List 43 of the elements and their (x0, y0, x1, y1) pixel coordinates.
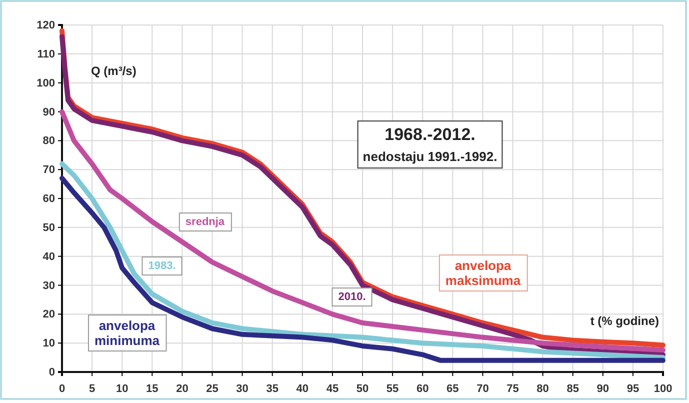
y-tick-label: 120 (36, 20, 55, 32)
series-label: 2010. (338, 291, 366, 303)
x-tick-label: 55 (386, 383, 399, 396)
series-label: anvelopa maksimuma (445, 258, 522, 288)
y-tick-label: 100 (36, 77, 55, 90)
y-tick-label: 0 (48, 366, 55, 379)
x-tick-label: 85 (566, 383, 579, 396)
x-axis-title: t (% godine) (590, 314, 659, 328)
x-tick-label: 20 (176, 383, 188, 396)
x-tick-label: 40 (296, 383, 309, 396)
x-tick-label: 65 (446, 383, 459, 396)
x-tick-label: 75 (506, 383, 519, 396)
x-tick-label: 30 (236, 383, 248, 396)
x-tick-label: 70 (476, 383, 489, 396)
y-tick-label: 60 (42, 193, 55, 206)
x-tick-label: 60 (416, 383, 429, 396)
y-tick-label: 40 (42, 250, 55, 263)
x-tick-label: 0 (58, 383, 66, 396)
y-tick-label: 50 (42, 222, 55, 234)
y-tick-label: 20 (42, 308, 55, 321)
x-tick-label: 50 (356, 383, 369, 396)
x-tick-label: 90 (596, 383, 610, 396)
x-tick-label: 80 (536, 383, 549, 396)
series-label: 1983. (148, 260, 176, 272)
x-tick-label: 95 (626, 383, 640, 396)
x-tick-label: 10 (116, 383, 128, 396)
series-label: anvelopa minimuma (94, 318, 160, 348)
y-axis-title: Q (m³/s) (91, 64, 136, 78)
y-tick-label: 30 (42, 280, 55, 292)
x-tick-label: 5 (88, 383, 96, 396)
x-tick-label: 15 (146, 383, 158, 396)
y-tick-label: 90 (42, 106, 55, 118)
y-tick-label: 110 (37, 48, 55, 60)
x-tick-label: 45 (326, 383, 339, 396)
y-tick-label: 10 (42, 338, 55, 350)
annotation: nedostaju 1991.-1992. (362, 149, 498, 164)
x-tick-label: 25 (206, 383, 218, 396)
annotation: 1968.-2012. (384, 125, 476, 144)
y-tick-label: 80 (42, 135, 55, 148)
series-label: srednja (185, 216, 226, 228)
y-tick-label: 70 (42, 164, 55, 176)
x-tick-label: 100 (654, 383, 672, 396)
x-tick-label: 35 (266, 383, 278, 396)
